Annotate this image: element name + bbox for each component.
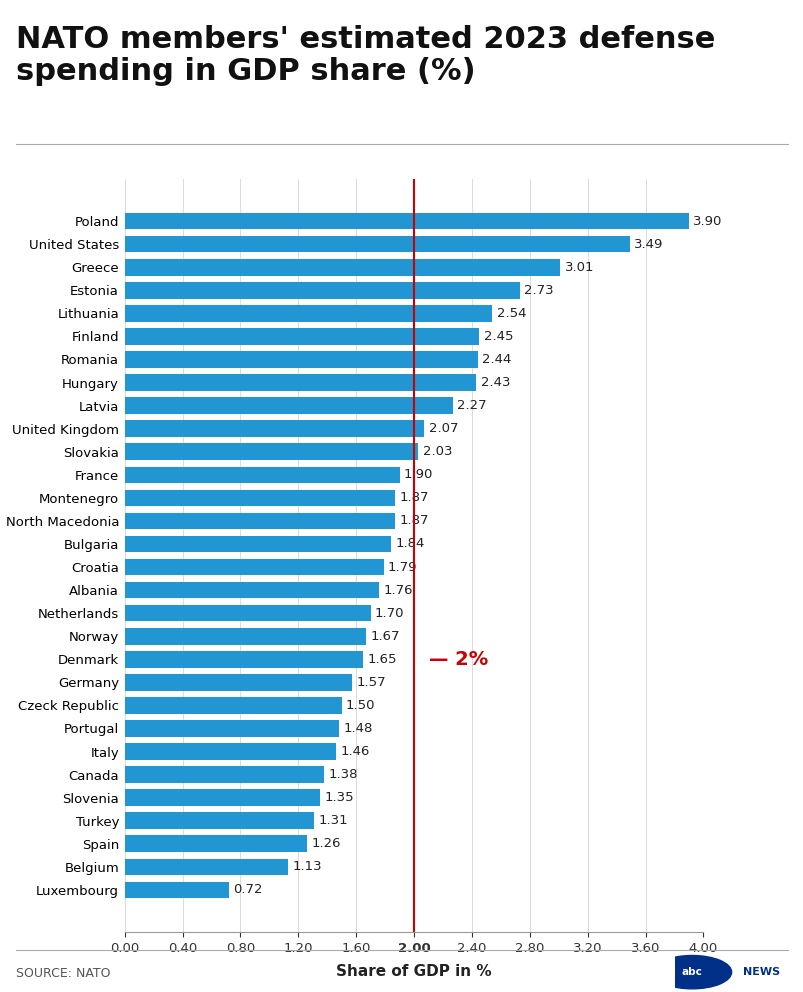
Text: NATO members' estimated 2023 defense
spending in GDP share (%): NATO members' estimated 2023 defense spe… (16, 25, 715, 86)
Bar (124, 421, 424, 437)
Text: 2.43: 2.43 (480, 376, 509, 389)
Bar (124, 351, 477, 368)
Bar (124, 835, 307, 852)
Bar (124, 743, 336, 760)
Bar (124, 490, 395, 506)
Text: 1.70: 1.70 (374, 607, 404, 620)
Bar (124, 466, 399, 483)
Bar (124, 858, 287, 875)
Text: 2.27: 2.27 (457, 399, 487, 412)
Bar (124, 236, 629, 253)
Text: 1.87: 1.87 (399, 491, 429, 504)
Text: 1.50: 1.50 (345, 699, 375, 712)
Bar (124, 536, 390, 553)
Text: 1.87: 1.87 (399, 515, 429, 528)
Text: 1.57: 1.57 (356, 676, 385, 688)
Bar (124, 282, 519, 299)
Text: 1.84: 1.84 (395, 538, 424, 551)
Bar (124, 513, 395, 529)
Text: SOURCE: NATO: SOURCE: NATO (16, 967, 111, 980)
Text: 1.46: 1.46 (340, 745, 369, 758)
Bar (124, 558, 383, 575)
Text: 1.67: 1.67 (370, 630, 400, 643)
Bar (124, 582, 379, 598)
Text: 1.79: 1.79 (388, 560, 417, 573)
Text: 1.38: 1.38 (328, 768, 357, 781)
Bar (124, 259, 560, 276)
Text: NEWS: NEWS (742, 967, 779, 977)
Text: 3.49: 3.49 (634, 238, 662, 251)
Circle shape (652, 955, 731, 989)
Text: 2.45: 2.45 (483, 330, 512, 343)
Text: 0.72: 0.72 (233, 884, 263, 897)
Bar (124, 766, 324, 783)
Bar (124, 605, 370, 621)
Bar (124, 374, 475, 391)
Bar (124, 882, 229, 898)
Bar (124, 328, 479, 345)
Bar (124, 628, 366, 645)
Bar (124, 306, 491, 321)
Bar (124, 213, 688, 229)
Bar (124, 697, 341, 713)
Text: 2.54: 2.54 (496, 307, 525, 319)
Text: 1.26: 1.26 (311, 837, 340, 850)
Bar (124, 790, 320, 806)
Bar (124, 443, 418, 460)
Text: 1.35: 1.35 (324, 792, 353, 805)
Bar (124, 674, 352, 690)
X-axis label: Share of GDP in %: Share of GDP in % (336, 963, 491, 978)
Bar (124, 812, 314, 829)
Text: 1.76: 1.76 (383, 583, 413, 596)
Text: 2.73: 2.73 (524, 284, 553, 297)
Text: 2.03: 2.03 (422, 445, 451, 458)
Text: abc: abc (681, 967, 702, 977)
Bar (124, 398, 453, 414)
Bar (124, 651, 363, 668)
Text: 1.31: 1.31 (318, 814, 348, 827)
Text: 1.90: 1.90 (403, 468, 433, 481)
Text: 1.48: 1.48 (343, 722, 372, 735)
Text: — 2%: — 2% (428, 650, 487, 669)
Text: 2.44: 2.44 (482, 353, 511, 366)
Text: 3.01: 3.01 (564, 261, 593, 274)
Bar (124, 720, 338, 737)
Text: 1.13: 1.13 (292, 860, 322, 873)
Text: 2.07: 2.07 (428, 423, 458, 435)
Text: 3.90: 3.90 (692, 214, 722, 227)
Text: 1.65: 1.65 (367, 653, 397, 666)
